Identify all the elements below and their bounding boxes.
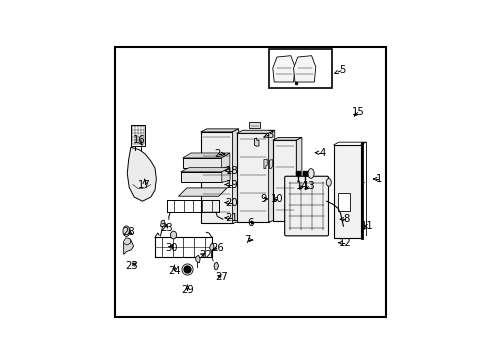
Polygon shape: [123, 239, 133, 255]
Text: 24: 24: [168, 266, 181, 275]
Text: 26: 26: [210, 243, 224, 253]
FancyBboxPatch shape: [284, 176, 328, 236]
Bar: [236, 133, 268, 222]
Text: 19: 19: [225, 180, 238, 190]
Text: 13: 13: [302, 181, 314, 191]
Polygon shape: [232, 129, 238, 223]
Polygon shape: [293, 56, 315, 82]
Text: 14: 14: [295, 181, 307, 191]
Text: 16: 16: [133, 135, 145, 145]
Bar: [337, 193, 350, 211]
Text: 5: 5: [338, 66, 345, 75]
Bar: [183, 158, 221, 168]
Polygon shape: [160, 220, 165, 227]
Text: 7: 7: [244, 235, 250, 245]
Text: 12: 12: [338, 238, 350, 248]
Text: 15: 15: [351, 107, 364, 117]
Polygon shape: [236, 130, 274, 133]
Text: 6: 6: [247, 217, 253, 228]
Polygon shape: [214, 262, 218, 270]
Ellipse shape: [170, 231, 176, 239]
Text: 17: 17: [138, 180, 151, 190]
Polygon shape: [221, 153, 229, 168]
Polygon shape: [264, 159, 267, 168]
Polygon shape: [200, 129, 238, 132]
Polygon shape: [123, 238, 131, 245]
Text: 9: 9: [260, 194, 266, 204]
Polygon shape: [268, 130, 274, 222]
Polygon shape: [181, 168, 230, 172]
Text: 18: 18: [225, 166, 238, 176]
Polygon shape: [254, 138, 259, 146]
Text: 21: 21: [225, 213, 238, 223]
Polygon shape: [178, 188, 226, 196]
Polygon shape: [269, 159, 272, 168]
Text: 2: 2: [214, 149, 221, 159]
Text: 22: 22: [199, 250, 212, 260]
Bar: [200, 132, 232, 223]
Text: 8: 8: [343, 214, 348, 224]
Text: 11: 11: [360, 221, 373, 231]
Polygon shape: [222, 168, 230, 183]
Bar: [249, 122, 260, 128]
Text: 23: 23: [160, 222, 172, 233]
Bar: [333, 145, 360, 238]
Text: 29: 29: [181, 285, 193, 296]
Text: 25: 25: [125, 261, 138, 271]
Text: 4: 4: [319, 148, 325, 158]
Ellipse shape: [307, 168, 313, 178]
Ellipse shape: [325, 179, 330, 186]
Text: 27: 27: [215, 271, 227, 282]
Text: 30: 30: [165, 243, 178, 253]
Polygon shape: [272, 138, 301, 140]
Text: 1: 1: [376, 174, 382, 184]
Polygon shape: [195, 255, 200, 263]
Text: 10: 10: [270, 194, 283, 204]
Polygon shape: [183, 153, 229, 158]
Bar: [272, 140, 296, 221]
Polygon shape: [296, 138, 301, 221]
Text: 3: 3: [266, 130, 273, 140]
Polygon shape: [272, 56, 294, 82]
Text: 20: 20: [225, 198, 238, 208]
Polygon shape: [209, 243, 214, 251]
Bar: [131, 125, 145, 146]
Polygon shape: [127, 147, 156, 201]
Ellipse shape: [122, 226, 130, 237]
Text: 28: 28: [122, 227, 134, 237]
Bar: [268, 49, 332, 87]
Bar: [181, 172, 222, 183]
